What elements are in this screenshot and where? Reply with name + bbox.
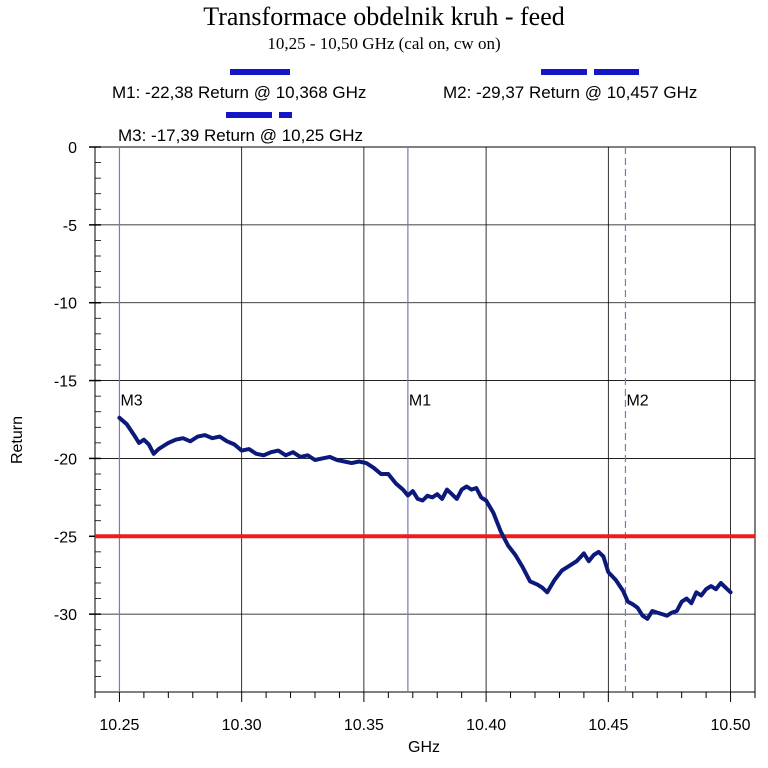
x-tick-label: 10.50: [711, 717, 751, 734]
chart-title: Transformace obdelnik kruh - feed: [203, 2, 565, 31]
chart-subtitle: 10,25 - 10,50 GHz (cal on, cw on): [267, 34, 500, 53]
y-axis-ticks: 0 -5 -10 -15 -20 -25 -30: [54, 140, 101, 624]
legend-entry-m2: M2: -29,37 Return @ 10,457 GHz: [443, 83, 697, 102]
x-axis-ticks: 10.25 10.30 10.35 10.40 10.45 10.50: [99, 717, 750, 734]
x-tick-label: 10.45: [588, 717, 628, 734]
y-tick-label: -15: [54, 374, 77, 391]
y-tick-label: -5: [63, 218, 77, 235]
y-axis-label: Return: [9, 416, 26, 464]
y-tick-label: -25: [54, 529, 77, 546]
minor-ticks: [94, 162, 756, 702]
legend-swatch-m3-b: [279, 112, 292, 118]
legend-swatch-m2-a: [541, 69, 587, 75]
legend-swatch-m1: [230, 69, 290, 75]
plot-area: [94, 146, 756, 693]
x-tick-label: 10.30: [222, 717, 262, 734]
legend-entry-m3: M3: -17,39 Return @ 10,25 GHz: [118, 126, 363, 145]
series-line: [117, 415, 733, 621]
y-tick-label: 0: [68, 140, 77, 157]
legend-entry-m1: M1: -22,38 Return @ 10,368 GHz: [112, 83, 366, 102]
y-tick-label: -30: [54, 607, 77, 624]
y-tick-label: -20: [54, 451, 77, 468]
marker-label-m2: M2: [626, 392, 648, 409]
legend-swatch-m2-b: [594, 69, 639, 75]
marker-label-m1: M1: [409, 392, 431, 409]
x-tick-label: 10.35: [344, 717, 384, 734]
x-tick-label: 10.40: [466, 717, 506, 734]
legend-swatch-m3-a: [226, 112, 272, 118]
marker-labels: M1 M2 M3: [120, 392, 648, 409]
legend-bars: [226, 69, 639, 118]
marker-label-m3: M3: [120, 392, 142, 409]
x-axis-label: GHz: [408, 739, 440, 756]
x-tick-label: 10.25: [99, 717, 139, 734]
y-tick-label: -10: [54, 296, 77, 313]
